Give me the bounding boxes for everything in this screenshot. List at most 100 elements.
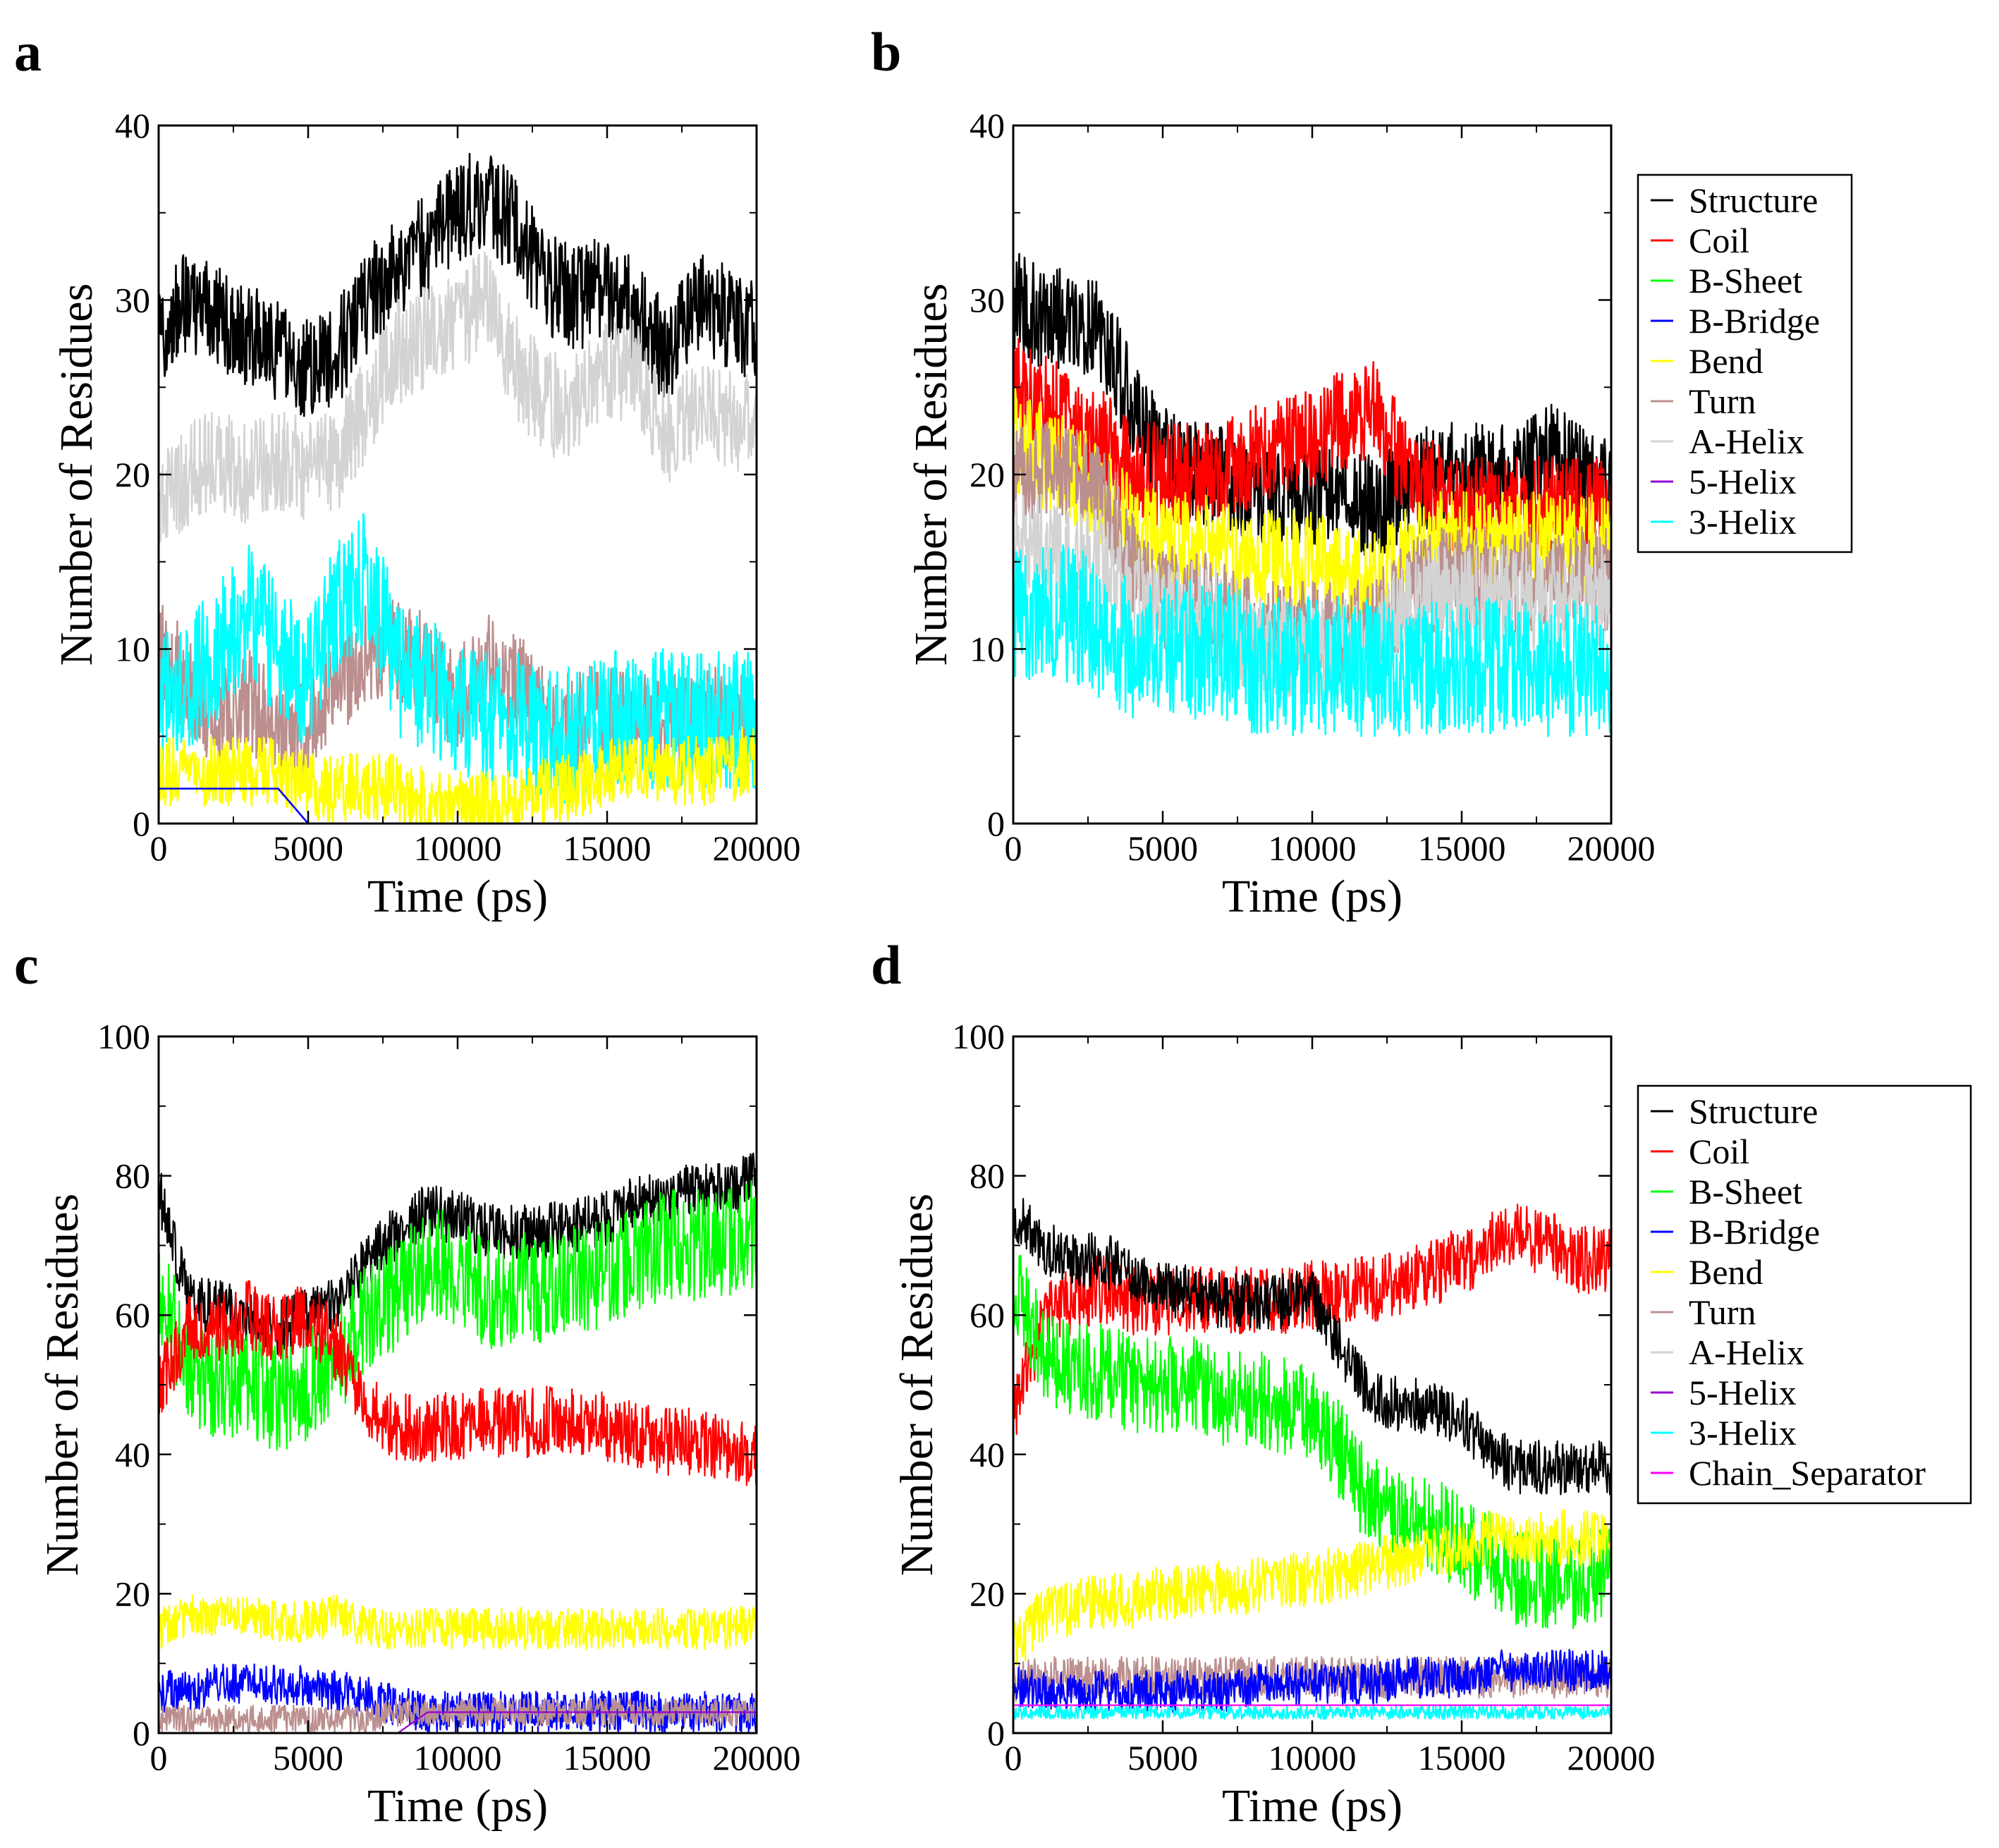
series-turn-line (159, 599, 757, 781)
series-3-helix-line (1013, 544, 1611, 738)
traces-d (1013, 1198, 1611, 1720)
y-tick-label: 0 (987, 1713, 1005, 1753)
series-coil-line (159, 1280, 757, 1486)
y-tick-label: 0 (987, 804, 1005, 843)
y-tick-label: 40 (970, 106, 1005, 145)
series-bend-line (159, 1594, 757, 1651)
y-axis-title: Number of Residues (891, 1194, 943, 1577)
legend-label: B-Bridge (1689, 301, 1820, 341)
legend-label: 3-Helix (1689, 1413, 1797, 1452)
x-tick-label: 0 (150, 1738, 168, 1777)
x-tick-label: 10000 (414, 1738, 502, 1777)
x-tick-label: 10000 (1269, 1738, 1357, 1777)
x-tick-label: 20000 (713, 1738, 801, 1777)
x-tick-label: 15000 (563, 1738, 652, 1777)
traces-a (159, 152, 757, 824)
x-tick-label: 15000 (563, 828, 652, 868)
panel-c: c 0 5000 10000 15000 20000 0 20 40 60 80 100 Time (… (14, 934, 801, 1832)
legend-label: Coil (1689, 1132, 1749, 1171)
y-tick-label: 20 (115, 455, 150, 494)
series-coil-line (1013, 338, 1611, 562)
y-tick-label: 10 (115, 630, 150, 669)
panel-letter-c: c (14, 934, 39, 996)
y-tick-label: 80 (115, 1156, 150, 1196)
series-b-bridge-line (159, 788, 757, 824)
panel-d: d 0 5000 10000 15000 20000 0 20 40 60 80 100 Time (… (871, 934, 1972, 1832)
x-tick-label: 15000 (1418, 828, 1506, 868)
y-tick-label: 100 (97, 1017, 150, 1056)
legend-label: Turn (1689, 381, 1756, 421)
legend-label: 5-Helix (1689, 1373, 1797, 1412)
legend-label: 5-Helix (1689, 462, 1797, 501)
series-structure-line (159, 152, 757, 417)
panel-letter-a: a (14, 21, 42, 82)
y-tick-label: 60 (970, 1295, 1005, 1335)
y-tick-label: 80 (970, 1156, 1005, 1196)
y-tick-label: 40 (115, 1435, 150, 1474)
legend-label: Chain_Separator (1689, 1453, 1926, 1493)
y-tick-label: 30 (970, 281, 1005, 320)
panel-a: a 0 5000 10000 15000 20000 0 10 20 30 40 Time (ps)… (14, 21, 801, 922)
legend-label: B-Bridge (1689, 1212, 1820, 1252)
legend-box (1637, 1084, 1972, 1505)
x-tick-label: 0 (1005, 1738, 1022, 1777)
series-b-bridge-line (1013, 1648, 1611, 1713)
series-bend-line (1013, 1509, 1611, 1666)
legend-label: Bend (1689, 1252, 1763, 1292)
y-tick-label: 0 (133, 1713, 150, 1753)
x-axis-title: Time (ps) (1222, 1780, 1402, 1832)
y-tick-label: 60 (115, 1295, 150, 1335)
y-tick-label: 20 (970, 1574, 1005, 1613)
legend-label: B-Sheet (1689, 1172, 1802, 1211)
legend-label: A-Helix (1689, 1333, 1804, 1372)
x-tick-label: 0 (150, 828, 168, 868)
traces-b (1013, 251, 1611, 738)
x-tick-label: 5000 (1127, 828, 1198, 868)
legend-d: StructureCoilB-SheetB-BridgeBendTurnA-He… (1637, 1084, 1972, 1505)
legend-label: Structure (1689, 1091, 1818, 1131)
series-structure-line (1013, 1198, 1611, 1495)
y-tick-label: 20 (970, 455, 1005, 494)
y-tick-label: 40 (970, 1435, 1005, 1474)
y-tick-label: 10 (970, 630, 1005, 669)
x-tick-label: 10000 (1269, 828, 1357, 868)
series-b-sheet-line (1013, 1254, 1611, 1629)
series-b-sheet-line (159, 1180, 757, 1451)
legend-label: Turn (1689, 1292, 1756, 1332)
legend-label: A-Helix (1689, 422, 1804, 461)
legend-label: Bend (1689, 341, 1763, 381)
legend-label: Coil (1689, 221, 1749, 260)
series-turn-line (159, 1697, 757, 1733)
y-tick-label: 0 (133, 804, 150, 843)
y-tick-label: 100 (952, 1017, 1005, 1056)
x-axis-title: Time (ps) (1222, 871, 1402, 922)
y-tick-label: 40 (115, 106, 150, 145)
y-tick-label: 20 (115, 1574, 150, 1613)
legend-label: Structure (1689, 180, 1818, 220)
legend-label: 3-Helix (1689, 502, 1797, 541)
x-tick-label: 5000 (273, 1738, 343, 1777)
y-axis-title: Number of Residues (905, 283, 957, 666)
legend-box (1637, 173, 1853, 553)
x-tick-label: 5000 (1127, 1738, 1198, 1777)
legend-b: StructureCoilB-SheetB-BridgeBendTurnA-He… (1637, 173, 1853, 553)
y-axis-title: Number of Residues (51, 283, 102, 666)
x-tick-label: 5000 (273, 828, 343, 868)
series-3-helix-line (1013, 1704, 1611, 1720)
legend-label: B-Sheet (1689, 261, 1802, 300)
x-tick-label: 20000 (1567, 828, 1656, 868)
y-tick-label: 30 (115, 281, 150, 320)
series-coil-line (1013, 1204, 1611, 1448)
x-tick-label: 10000 (414, 828, 502, 868)
y-axis-title: Number of Residues (37, 1194, 88, 1577)
x-tick-label: 0 (1005, 828, 1022, 868)
series-5-helix-line (159, 1711, 757, 1733)
series-a-helix-line (159, 251, 757, 542)
traces-c (159, 1152, 757, 1733)
x-tick-label: 20000 (713, 828, 801, 868)
panel-letter-d: d (871, 934, 901, 996)
x-axis-title: Time (ps) (367, 871, 548, 922)
x-axis-title: Time (ps) (367, 1780, 548, 1832)
panel-letter-b: b (871, 21, 901, 82)
